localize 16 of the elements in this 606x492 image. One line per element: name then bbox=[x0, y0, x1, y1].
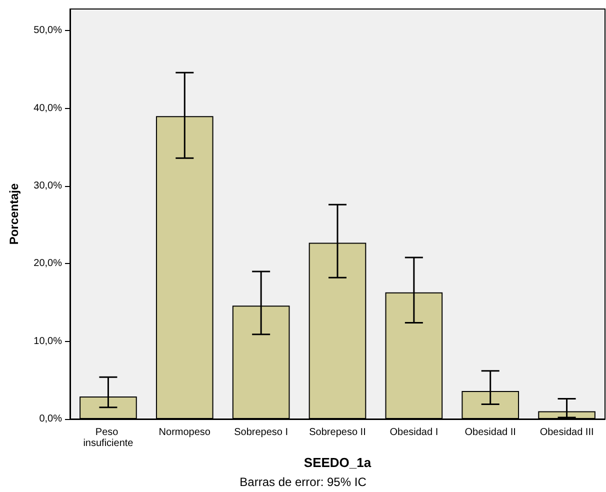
x-tick-label: Peso insuficiente bbox=[83, 427, 134, 449]
y-axis-title: Porcentaje bbox=[7, 182, 21, 245]
y-tick-label: 20,0% bbox=[34, 258, 62, 270]
x-tick-label: Sobrepeso I bbox=[234, 427, 288, 438]
y-tick-label: 40,0% bbox=[34, 102, 62, 114]
x-tick-label: Sobrepeso II bbox=[309, 427, 366, 438]
text: Barras de error: 95% IC bbox=[240, 475, 367, 489]
y-tick-label: 50,0% bbox=[34, 25, 62, 36]
x-tick-label: Normopeso bbox=[158, 427, 211, 438]
y-tick-label: 10,0% bbox=[34, 336, 62, 347]
x-tick-label: Obesidad II bbox=[464, 427, 516, 438]
x-tick-label: Obesidad III bbox=[540, 427, 594, 438]
x-axis-title: SEEDO_1a bbox=[304, 455, 372, 470]
y-tick-label: 0,0% bbox=[39, 414, 62, 424]
x-tick-label: Obesidad I bbox=[390, 427, 438, 438]
y-tick-label: 30,0% bbox=[34, 180, 62, 192]
